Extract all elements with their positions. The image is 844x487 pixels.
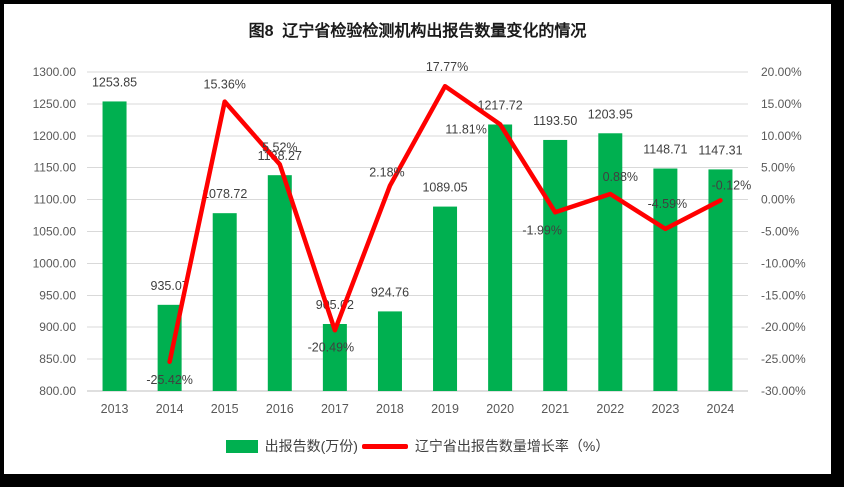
growth-value-label: 5.52%: [262, 140, 297, 154]
y-axis-tick-label-left: 1150.00: [34, 161, 77, 175]
bar-value-label: 935.07: [151, 279, 189, 293]
y-axis-tick-label-right: -15.00%: [761, 288, 806, 302]
y-axis-tick-label-left: 1000.00: [33, 256, 77, 270]
x-axis-tick-label: 2016: [266, 402, 294, 416]
y-axis-tick-label-right: 5.00%: [761, 161, 795, 175]
y-axis-tick-label-right: -30.00%: [761, 384, 806, 398]
growth-value-label: 11.81%: [445, 122, 486, 136]
growth-value-label: 2.18%: [369, 166, 404, 180]
growth-value-label: 15.36%: [204, 78, 246, 92]
growth-value-label: 17.77%: [426, 60, 468, 74]
growth-value-label: 0.88%: [603, 170, 638, 184]
bar: [488, 124, 513, 392]
bar-value-label: 1203.95: [588, 107, 633, 121]
y-axis-tick-label-left: 1200.00: [33, 129, 77, 143]
bar: [322, 323, 347, 391]
growth-value-label: -0.12%: [712, 178, 752, 192]
x-axis-tick-label: 2015: [211, 402, 239, 416]
x-axis-tick-label: 2020: [486, 402, 514, 416]
x-axis-tick-label: 2013: [101, 402, 129, 416]
y-axis-tick-label-right: -20.00%: [761, 320, 806, 334]
growth-value-label: -25.42%: [146, 373, 193, 387]
x-axis-tick-label: 2022: [596, 402, 624, 416]
y-axis-tick-label-right: 20.00%: [761, 65, 802, 79]
bar-value-label: 1078.72: [202, 187, 247, 201]
legend-item-line-series: 辽宁省出报告数量增长率（%）: [361, 436, 610, 456]
growth-line: [167, 83, 723, 365]
chart-title: 图8 辽宁省检验检测机构出报告数量变化的情况: [248, 23, 587, 40]
bar: [433, 206, 458, 391]
y-axis-tick-label-left: 850.00: [39, 352, 76, 366]
bar-value-label: 1193.50: [533, 114, 577, 128]
bar: [102, 101, 127, 392]
bar: [653, 168, 678, 391]
bar-value-label: 924.76: [371, 285, 409, 299]
y-axis-tick-label-right: 15.00%: [761, 97, 802, 111]
line-series-label: 辽宁省出报告数量增长率（%）: [414, 438, 610, 454]
y-axis-tick-label-right: -5.00%: [761, 225, 799, 239]
bar-series-swatch: [225, 439, 258, 453]
x-axis-tick-label: 2024: [707, 402, 735, 416]
bar-value-label: 1217.72: [478, 98, 523, 112]
y-axis-tick-label-left: 800.00: [39, 384, 76, 398]
combo-chart-canvas: 1300.00 20.00% 1250.00 15.00% 1200.00 10.00% 1…: [33, 60, 806, 416]
legend: 出报告数(万份) 辽宁省出报告数量增长率（%）: [4, 436, 831, 456]
bar-value-label: 1253.85: [92, 75, 137, 89]
bar-value-label: 1089.05: [422, 181, 467, 195]
x-axis-tick-label: 2023: [651, 402, 679, 416]
growth-value-label: -4.59%: [648, 197, 688, 211]
x-axis-tick-label: 2018: [376, 402, 404, 416]
x-axis-tick-label: 2014: [156, 402, 184, 416]
y-axis-tick-label-left: 1300.00: [33, 65, 77, 79]
bar-value-label: 1148.71: [643, 143, 687, 157]
growth-value-label: -20.49%: [308, 340, 355, 354]
y-axis-tick-label-right: -10.00%: [761, 256, 806, 270]
bar: [212, 213, 237, 391]
x-axis-tick-label: 2017: [321, 402, 349, 416]
growth-value-label: -1.99%: [522, 223, 562, 237]
bar: [543, 139, 568, 391]
y-axis-tick-label-left: 950.00: [39, 288, 76, 302]
y-axis-tick-label-right: -25.00%: [761, 352, 806, 366]
y-axis-tick-label-right: 0.00%: [761, 193, 795, 207]
bar-series-label: 出报告数(万份): [264, 438, 358, 454]
bar: [598, 133, 623, 391]
y-axis-tick-label-left: 1250.00: [33, 97, 77, 111]
legend-item-bar-series: 出报告数(万份): [225, 436, 358, 456]
line-series-swatch: [361, 443, 408, 449]
bar: [267, 175, 292, 391]
bar: [377, 311, 402, 391]
x-axis-tick-label: 2021: [541, 402, 569, 416]
y-axis-tick-label-left: 900.00: [39, 320, 76, 334]
y-axis-tick-label-right: 10.00%: [761, 129, 802, 143]
x-axis-tick-label: 2019: [431, 402, 459, 416]
y-axis-tick-label-left: 1050.00: [33, 225, 77, 239]
bar-value-label: 1147.31: [698, 143, 742, 157]
y-axis-tick-label-left: 1100.00: [34, 193, 77, 207]
